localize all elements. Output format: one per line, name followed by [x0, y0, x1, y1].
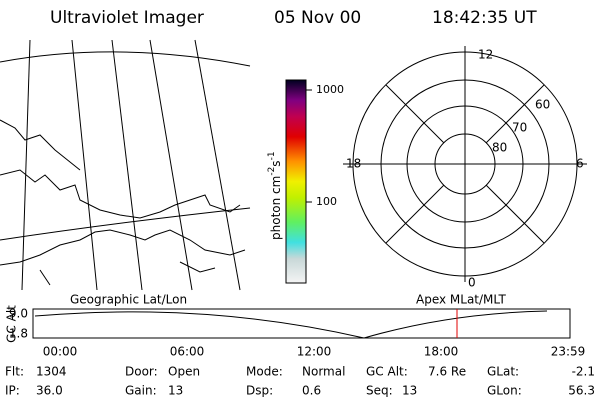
- geo-map: [0, 39, 251, 291]
- instrument: Ultraviolet Imager: [50, 8, 204, 28]
- info-label: Mode:: [246, 365, 283, 379]
- timeline-title: Geographic Lat/Lon: [70, 293, 187, 307]
- lat-label: 60: [535, 98, 550, 112]
- timeline-title: Apex MLat/MLT: [416, 293, 506, 307]
- y-title: GC Alt: [5, 305, 19, 343]
- altitude-curve: [34, 310, 548, 339]
- info-value: -2.1: [572, 365, 595, 379]
- info-label: IP:: [5, 384, 20, 398]
- unit-exp: -1: [267, 151, 277, 160]
- x-label: 18:00: [424, 345, 459, 359]
- colorbar: [285, 79, 307, 284]
- mlt-label: 12: [478, 48, 493, 62]
- info-value: 0.6: [302, 384, 321, 398]
- info-label: Dsp:: [246, 384, 273, 398]
- colorbar-label: 1000: [316, 83, 344, 96]
- y-label: 9.0: [9, 307, 28, 321]
- info-label: Flt:: [5, 365, 24, 379]
- x-label: 23:59: [551, 345, 586, 359]
- info-label: GC Alt:: [366, 365, 408, 379]
- lat-label: 80: [492, 141, 507, 155]
- polar-grid: [343, 46, 587, 282]
- info-value: Normal: [302, 365, 345, 379]
- info-label: Door:: [125, 365, 158, 379]
- info-value: 7.6 Re: [428, 365, 466, 379]
- colorbar-label: 100: [316, 195, 337, 208]
- info-value: 36.0: [36, 384, 63, 398]
- info-value: 1304: [36, 365, 67, 379]
- time: 18:42:35 UT: [432, 8, 537, 28]
- x-label: 00:00: [43, 345, 78, 359]
- info-value: 56.3: [568, 384, 595, 398]
- mlt-label: 18: [346, 157, 361, 171]
- mlt-label: 6: [576, 157, 584, 171]
- unit-exp: -2: [267, 167, 277, 176]
- unit-base: photon cm: [269, 176, 283, 240]
- info-label: Seq:: [366, 384, 393, 398]
- unit-mid: s: [269, 160, 283, 166]
- x-label: 06:00: [170, 345, 205, 359]
- info-value: Open: [168, 365, 200, 379]
- y-label: 1.8: [9, 327, 28, 341]
- timeline-frame: [32, 308, 571, 339]
- info-label: GLat:: [487, 365, 519, 379]
- lat-label: 70: [512, 121, 527, 135]
- colorbar-unit: photon cm-2s-1: [267, 151, 283, 240]
- date: 05 Nov 00: [274, 8, 361, 28]
- info-label: GLon:: [487, 384, 522, 398]
- x-label: 12:00: [297, 345, 332, 359]
- mlt-label: 0: [468, 276, 476, 290]
- info-label: Gain:: [125, 384, 157, 398]
- info-value: 13: [402, 384, 417, 398]
- info-value: 13: [168, 384, 183, 398]
